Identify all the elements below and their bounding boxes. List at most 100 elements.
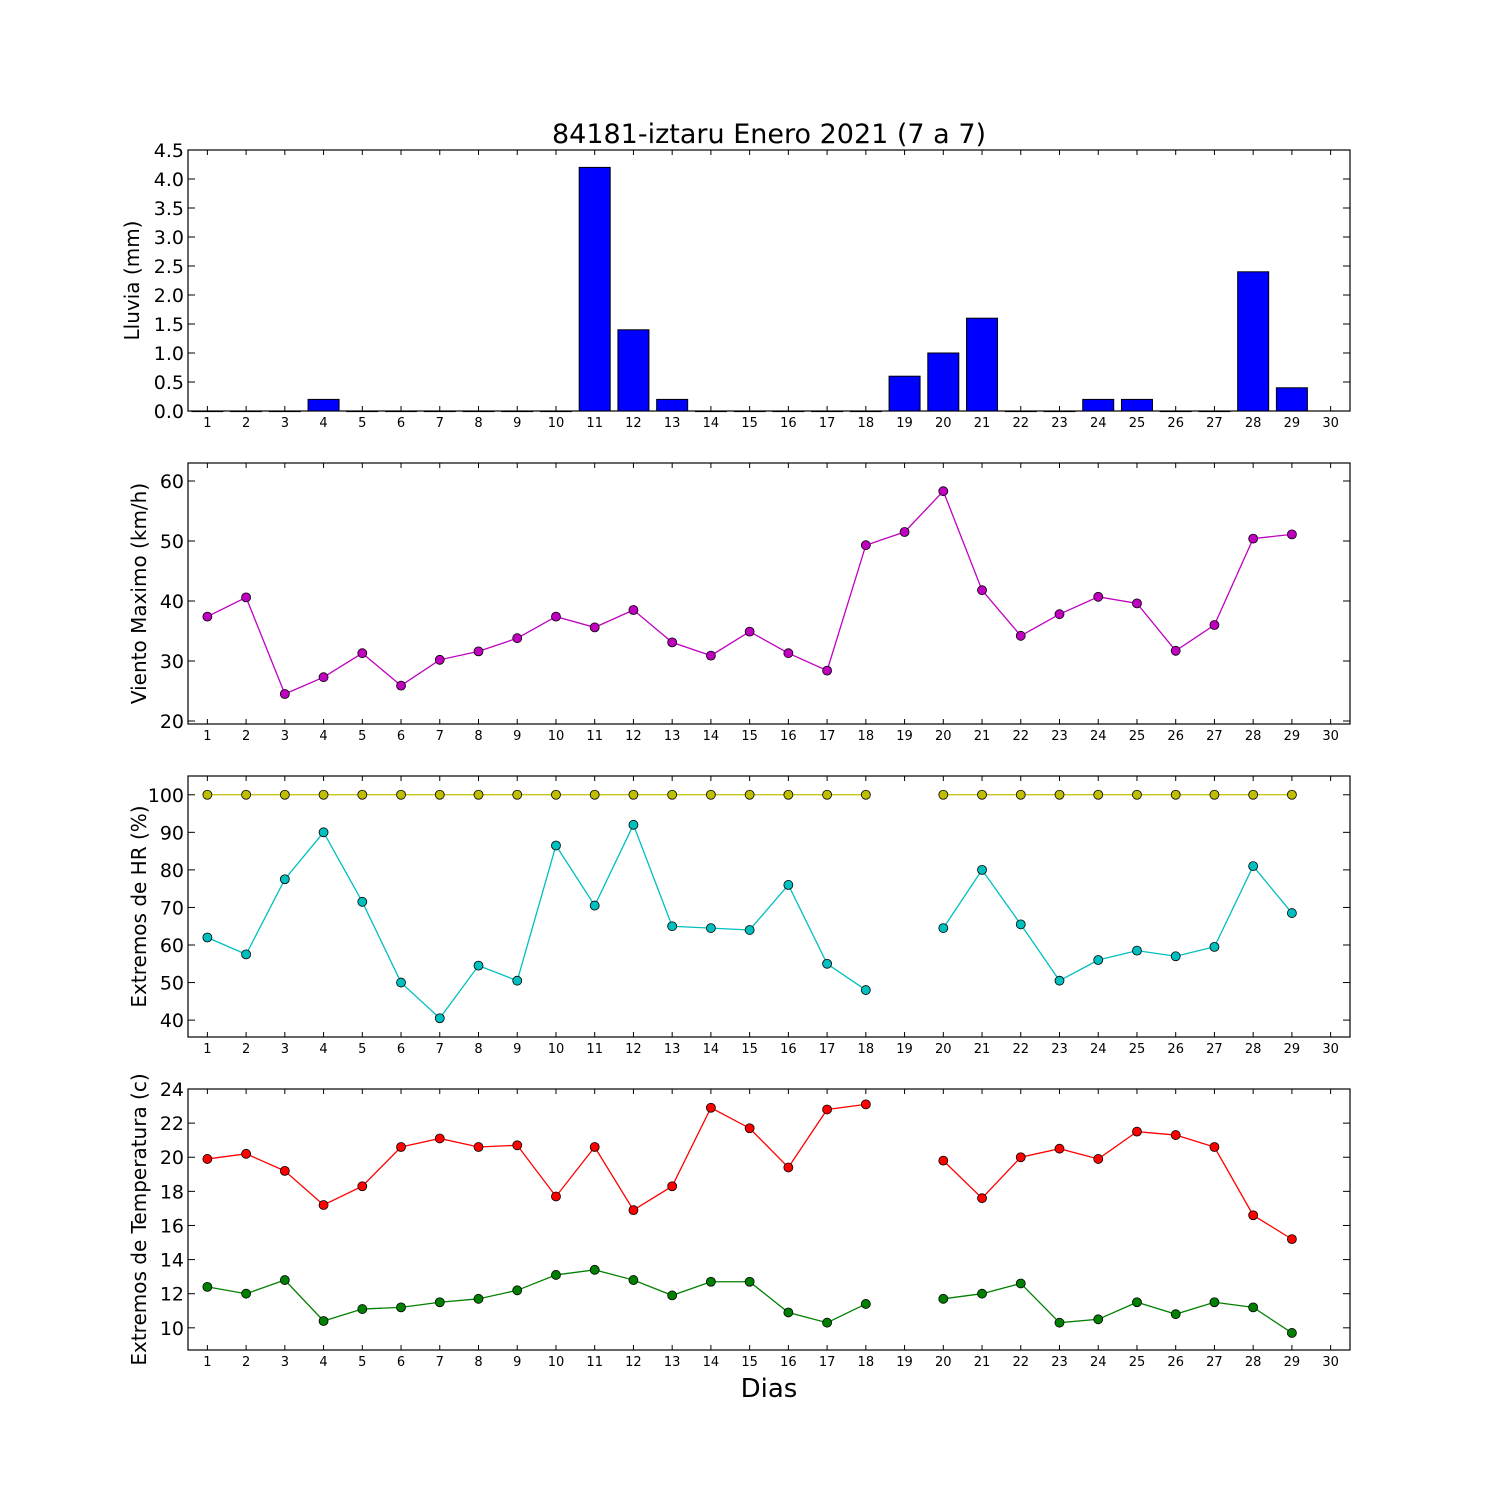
data-point-day-21	[977, 864, 987, 875]
y-tick-label: 10	[160, 1318, 184, 1340]
data-point-day-8	[473, 1293, 484, 1304]
x-tick-label: 1	[203, 1355, 211, 1370]
data-point-day-5	[357, 789, 368, 800]
data-point-day-25	[1132, 598, 1142, 609]
y-tick-label: 4.5	[154, 140, 184, 162]
x-tick-label: 30	[1322, 1355, 1339, 1370]
x-tick-label: 12	[625, 1042, 642, 1057]
data-point-day-3	[279, 874, 290, 885]
x-tick-label: 17	[819, 729, 836, 744]
y-tick-label: 0.5	[154, 372, 184, 394]
data-point-day-11	[589, 1264, 600, 1275]
y-axis-label: Extremos de HR (%)	[127, 805, 151, 1007]
data-point-day-15	[744, 626, 755, 637]
bar-day-29	[1275, 387, 1308, 412]
data-point-day-24	[1093, 591, 1104, 602]
x-tick-label: 27	[1206, 1355, 1223, 1370]
x-tick-label: 25	[1129, 1042, 1146, 1057]
x-tick-label: 14	[703, 1355, 720, 1370]
x-tick-label: 6	[397, 729, 405, 744]
y-tick-label: 50	[160, 973, 184, 995]
x-tick-label: 15	[741, 729, 758, 744]
x-tick-label: 2	[242, 1355, 250, 1370]
x-tick-label: 21	[974, 1042, 991, 1057]
bar-day-18	[849, 410, 882, 413]
data-point-day-5	[357, 1304, 368, 1314]
data-point-day-23	[1054, 1143, 1065, 1154]
x-tick-label: 17	[819, 416, 836, 431]
data-point-day-13	[667, 789, 678, 800]
data-point-day-4	[318, 789, 329, 800]
x-tick-label: 20	[935, 416, 952, 431]
data-point-day-19	[899, 527, 910, 537]
x-tick-label: 3	[281, 1355, 289, 1370]
data-point-day-12	[628, 819, 639, 830]
data-point-day-6	[396, 680, 406, 691]
y-tick-label: 0.0	[154, 401, 184, 423]
data-point-day-8	[473, 789, 484, 800]
series-line	[942, 1130, 1293, 1240]
series-0	[202, 1099, 1297, 1245]
data-point-day-28	[1248, 1302, 1259, 1313]
x-tick-label: 24	[1090, 729, 1107, 744]
y-tick-label: 16	[160, 1215, 184, 1237]
y-tick-label: 40	[160, 591, 184, 613]
x-tick-label: 8	[474, 416, 482, 431]
x-tick-label: 24	[1090, 1042, 1107, 1057]
x-tick-label: 5	[358, 1355, 366, 1370]
x-tick-label: 5	[358, 729, 366, 744]
data-point-day-14	[706, 650, 716, 661]
x-tick-label: 22	[1012, 1042, 1029, 1057]
x-tick-label: 17	[819, 1355, 836, 1370]
x-tick-label: 14	[703, 416, 720, 431]
x-tick-label: 19	[896, 729, 913, 744]
data-point-day-12	[628, 789, 639, 800]
data-point-day-2	[241, 592, 252, 603]
x-tick-label: 23	[1051, 729, 1068, 744]
data-point-day-3	[279, 689, 290, 699]
data-point-day-9	[512, 975, 523, 986]
data-point-day-2	[241, 789, 252, 800]
x-tick-label: 26	[1167, 1042, 1184, 1057]
data-point-day-25	[1132, 1126, 1142, 1137]
data-point-day-22	[1015, 789, 1026, 800]
x-tick-label: 8	[474, 1042, 482, 1057]
data-point-day-15	[744, 1276, 755, 1287]
data-point-day-28	[1248, 861, 1259, 872]
data-point-day-17	[822, 665, 832, 676]
x-tick-label: 15	[741, 1042, 758, 1057]
x-tick-label: 9	[513, 1355, 521, 1370]
data-point-day-10	[551, 1191, 561, 1202]
x-tick-label: 9	[513, 416, 521, 431]
data-point-day-14	[706, 789, 716, 800]
x-tick-label: 3	[281, 729, 289, 744]
bar-day-8	[462, 410, 495, 413]
x-tick-label: 18	[858, 729, 875, 744]
plot-frame	[187, 462, 1351, 725]
data-point-day-15	[744, 789, 755, 800]
bar-day-9	[501, 410, 534, 413]
bar-day-12	[617, 329, 650, 412]
x-tick-label: 14	[703, 1042, 720, 1057]
x-tick-label: 9	[513, 1042, 521, 1057]
data-point-day-7	[434, 1013, 445, 1024]
bar-day-17	[811, 410, 844, 413]
y-tick-label: 2.5	[154, 256, 184, 278]
x-tick-label: 23	[1051, 1042, 1068, 1057]
data-point-day-29	[1287, 1328, 1297, 1338]
data-point-day-7	[434, 1297, 445, 1308]
x-tick-label: 29	[1284, 416, 1301, 431]
y-axis-label: Lluvia (mm)	[120, 221, 144, 341]
data-point-day-27	[1209, 789, 1220, 800]
y-tick-label: 24	[160, 1079, 184, 1101]
x-tick-label: 25	[1129, 1355, 1146, 1370]
bar-day-6	[385, 410, 418, 413]
data-point-day-3	[279, 1275, 290, 1285]
x-tick-label: 12	[625, 1355, 642, 1370]
bar-day-14	[694, 410, 727, 413]
data-point-day-3	[279, 789, 290, 800]
y-tick-label: 1.0	[154, 343, 184, 365]
x-tick-label: 21	[974, 416, 991, 431]
data-point-day-23	[1054, 1317, 1065, 1328]
data-point-day-1	[202, 611, 213, 622]
